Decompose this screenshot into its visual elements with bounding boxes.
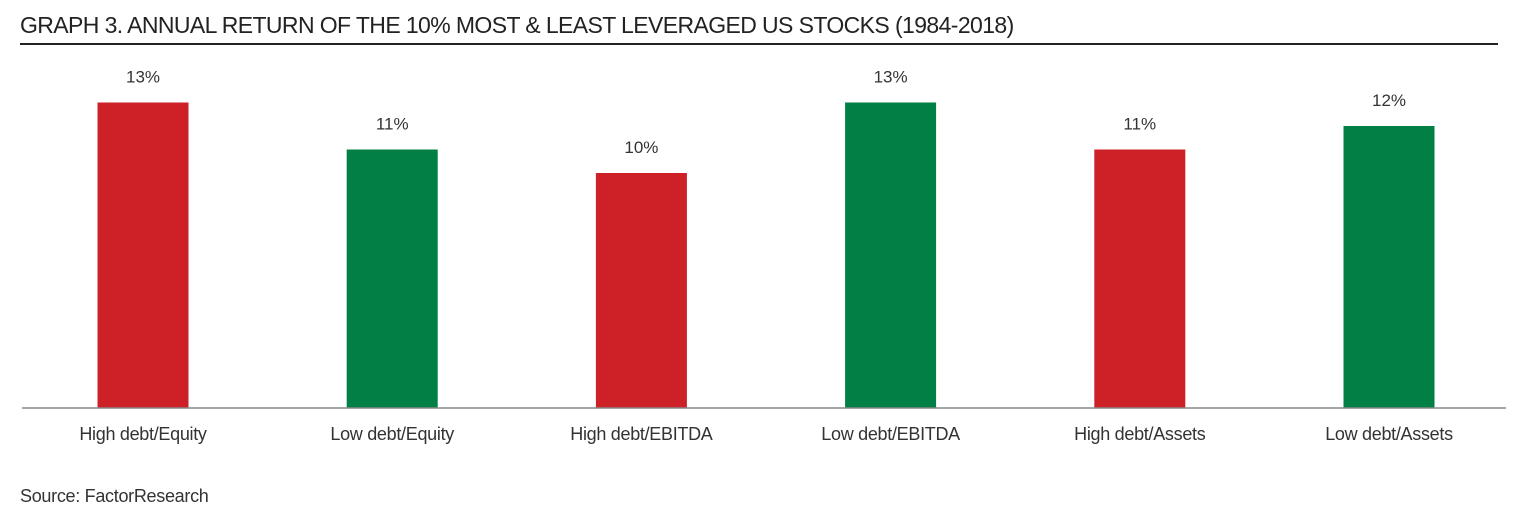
category-label-high-debt-assets: High debt/Assets: [1074, 424, 1206, 444]
bar-low-debt-assets: [1343, 126, 1435, 408]
bar-low-debt-ebitda: [845, 102, 937, 408]
bar-high-debt-ebitda: [595, 173, 687, 408]
value-label-low-debt-equity: 11%: [376, 115, 409, 134]
value-label-high-debt-ebitda: 10%: [624, 138, 658, 157]
value-label-high-debt-assets: 11%: [1123, 115, 1156, 134]
category-label-low-debt-assets: Low debt/Assets: [1325, 424, 1453, 444]
category-label-low-debt-ebitda: Low debt/EBITDA: [821, 424, 960, 444]
category-label-low-debt-equity: Low debt/Equity: [330, 424, 454, 444]
value-label-low-debt-assets: 12%: [1372, 91, 1406, 110]
value-label-low-debt-ebitda: 13%: [874, 68, 908, 87]
bar-high-debt-assets: [1094, 149, 1186, 408]
chart-title: GRAPH 3. ANNUAL RETURN OF THE 10% MOST &…: [20, 12, 1014, 38]
category-label-high-debt-equity: High debt/Equity: [79, 424, 207, 444]
source-note: Source: FactorResearch: [20, 486, 209, 506]
value-label-high-debt-equity: 13%: [126, 68, 160, 87]
bar-low-debt-equity: [346, 149, 438, 408]
category-label-high-debt-ebitda: High debt/EBITDA: [570, 424, 713, 444]
title-rule: [20, 43, 1498, 45]
bar-high-debt-equity: [97, 102, 189, 408]
